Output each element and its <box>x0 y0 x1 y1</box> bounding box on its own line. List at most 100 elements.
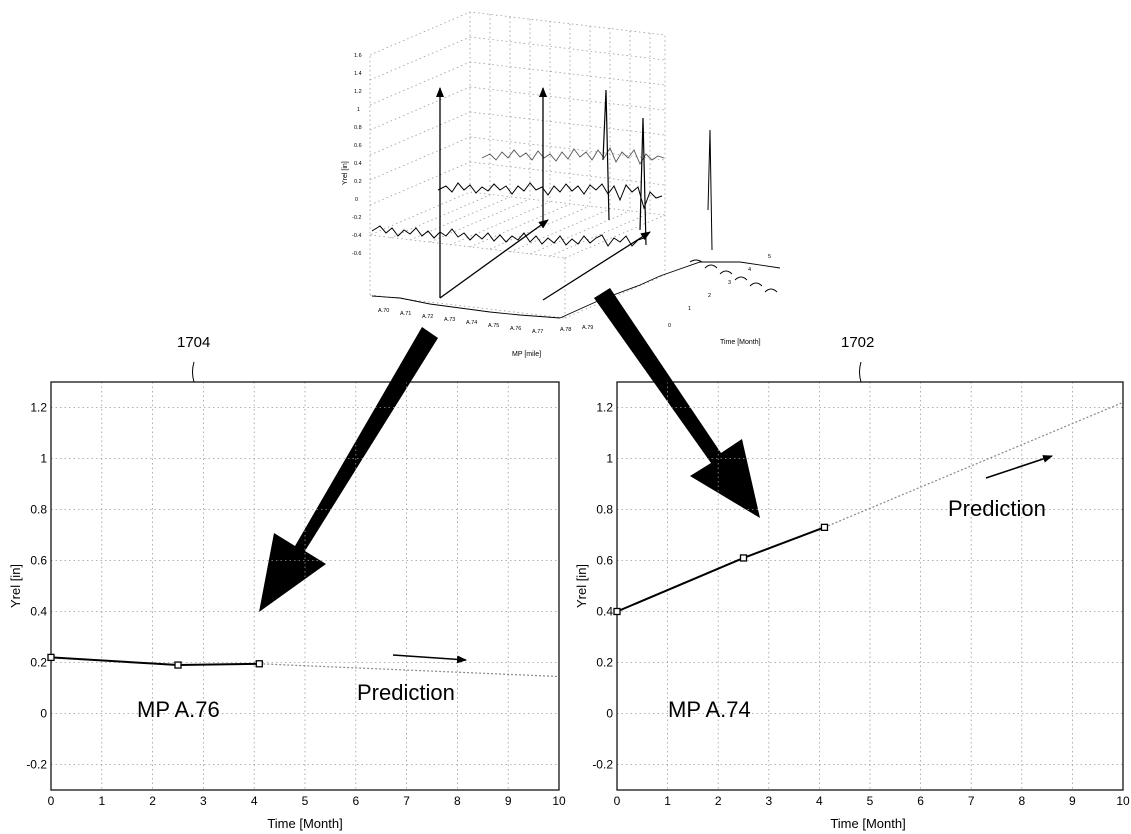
left-ytick-label: 0.4 <box>30 605 47 619</box>
top-spike-2 <box>639 117 647 246</box>
ref-numeral-right: 1702 <box>841 334 874 351</box>
top-mp-tick: A.77 <box>532 329 543 335</box>
top-trace-month-4 <box>481 147 665 165</box>
right-series-label: MP A.74 <box>668 697 751 722</box>
right-ytick-label: 0.4 <box>596 605 613 619</box>
top-yrel-ticks: -0.6 -0.4 -0.2 0 0.2 0.4 0.6 0.8 1 1.2 1… <box>352 53 362 257</box>
right-xlabel: Time [Month] <box>830 816 905 831</box>
right-xtick-label: 10 <box>1116 794 1130 808</box>
top-time-tick: 2 <box>708 293 711 299</box>
left-xtick-label: 8 <box>454 794 461 808</box>
left-prediction-arrow <box>392 654 467 664</box>
top-time-tick: 1 <box>688 306 691 312</box>
right-plot-frame <box>616 381 1124 791</box>
right-xticks: 0 1 2 3 4 5 6 7 8 9 10 <box>614 794 1130 808</box>
left-plot-frame <box>50 381 560 791</box>
top-yrel-tick: 1 <box>357 107 360 113</box>
top-yrel-tick: -0.4 <box>352 233 361 239</box>
left-measured-line <box>50 656 260 667</box>
top-spike-1 <box>602 89 610 221</box>
right-xtick-label: 3 <box>765 794 772 808</box>
left-yticks: -0.2 0 0.2 0.4 0.6 0.8 1 1.2 <box>26 401 47 772</box>
top-yrel-tick: 0.2 <box>354 179 362 185</box>
right-ytick-label: 0.8 <box>596 503 613 517</box>
top-time-tick: 3 <box>728 280 731 286</box>
top-mp-tick: A.70 <box>378 308 389 314</box>
right-ytick-label: 0.2 <box>596 656 613 670</box>
right-xtick-label: 7 <box>968 794 975 808</box>
top-yrel-tick: 1.6 <box>354 53 362 59</box>
left-ytick-label: 0.8 <box>30 503 47 517</box>
top-zlabel: Time [Month] <box>720 339 761 346</box>
top-time-tick: 0 <box>668 323 671 329</box>
right-xtick-label: 4 <box>816 794 823 808</box>
big-arrow-to-right-plot <box>594 288 760 518</box>
right-yticks: -0.2 0 0.2 0.4 0.6 0.8 1 1.2 <box>592 401 613 772</box>
left-grid <box>50 382 560 790</box>
right-ytick-label: 1.2 <box>596 401 613 415</box>
top-arrow-diag-2 <box>542 231 651 301</box>
left-xtick-label: 4 <box>251 794 258 808</box>
left-ylabel: Yrel [in] <box>8 564 23 608</box>
left-prediction-label: Prediction <box>357 680 455 705</box>
chart-mp-a74: -0.2 0 0.2 0.4 0.6 0.8 1 1.2 0 1 2 3 4 5… <box>574 381 1130 831</box>
right-xtick-label: 0 <box>614 794 621 808</box>
right-xtick-label: 2 <box>715 794 722 808</box>
top-yrel-tick: 1.4 <box>354 71 362 77</box>
left-xtick-label: 5 <box>302 794 309 808</box>
right-xtick-label: 1 <box>664 794 671 808</box>
left-xtick-label: 1 <box>98 794 105 808</box>
top-yrel-tick: 0.8 <box>354 125 362 131</box>
top-yrel-tick: -0.6 <box>352 251 361 257</box>
top-time-tick: 5 <box>768 254 771 260</box>
top-yrel-tick: 1.2 <box>354 89 362 95</box>
top-time-ticks: 0 1 2 3 4 5 <box>668 254 771 329</box>
left-ytick-label: 0.2 <box>30 656 47 670</box>
left-measured-point <box>174 661 182 669</box>
left-measured-point <box>255 660 263 668</box>
right-measured-point <box>739 554 748 562</box>
top-yrel-tick: 0.6 <box>354 143 362 149</box>
right-ylabel: Yrel [in] <box>574 564 589 608</box>
right-measured-markers <box>613 523 829 616</box>
top-yrel-tick: 0.4 <box>354 161 362 167</box>
left-ytick-label: 1 <box>40 452 47 466</box>
left-xtick-label: 6 <box>352 794 359 808</box>
top-plot-base <box>371 259 781 319</box>
top-mp-tick: A.72 <box>422 314 433 320</box>
left-xtick-label: 7 <box>403 794 410 808</box>
right-ytick-label: 0 <box>606 707 613 721</box>
left-series-label: MP A.76 <box>137 697 220 722</box>
top-3d-plot: -0.6 -0.4 -0.2 0 0.2 0.4 0.6 0.8 1 1.2 1… <box>342 11 781 358</box>
right-ytick-label: 0.6 <box>596 554 613 568</box>
top-time-tick: 4 <box>748 267 751 273</box>
right-ytick-label: 1 <box>606 452 613 466</box>
ref-numeral-left: 1704 <box>177 334 210 351</box>
right-prediction-line <box>824 401 1124 528</box>
left-xtick-label: 3 <box>200 794 207 808</box>
left-measured-markers <box>47 653 263 669</box>
left-xlabel: Time [Month] <box>267 816 342 831</box>
top-yrel-tick: 0 <box>355 197 358 203</box>
right-xtick-label: 6 <box>917 794 924 808</box>
big-arrow-to-left-plot <box>259 327 438 612</box>
left-xtick-label: 9 <box>505 794 512 808</box>
top-xlabel: MP [mile] <box>512 351 541 358</box>
left-ytick-label: 0.6 <box>30 554 47 568</box>
left-ytick-label: 1.2 <box>30 401 47 415</box>
left-xtick-label: 0 <box>48 794 55 808</box>
left-xtick-label: 2 <box>149 794 156 808</box>
top-trace-month-0 <box>371 225 645 247</box>
top-mp-tick: A.76 <box>510 326 521 332</box>
right-measured-line <box>616 526 825 613</box>
left-ytick-label: 0 <box>40 707 47 721</box>
right-ytick-label: -0.2 <box>592 758 613 772</box>
top-spike-3 <box>707 129 713 251</box>
chart-mp-a76: -0.2 0 0.2 0.4 0.6 0.8 1 1.2 0 1 2 3 4 5… <box>8 381 566 831</box>
top-mp-tick: A.79 <box>582 325 593 331</box>
left-ytick-label: -0.2 <box>26 758 47 772</box>
top-mp-tick: A.75 <box>488 323 499 329</box>
top-mp-tick: A.71 <box>400 311 411 317</box>
left-measured-point <box>47 653 55 662</box>
